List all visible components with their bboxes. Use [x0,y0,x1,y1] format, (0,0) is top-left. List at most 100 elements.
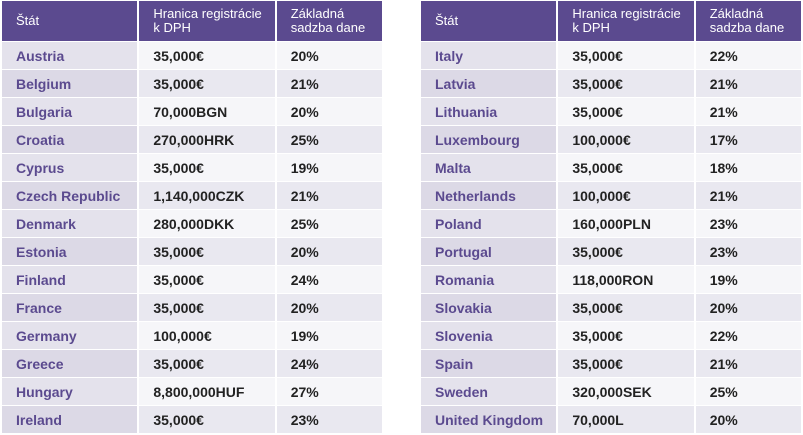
table-row: Greece 35,000€ 24% [2,350,382,377]
country: Latvia [421,70,557,97]
country: Romania [421,266,557,293]
threshold: 35,000€ [139,154,275,181]
header-row: Štát Hranica registrácie k DPH Základná sa… [421,1,801,41]
table-row: Czech Republic 1,140,000CZK 21% [2,182,382,209]
header-row: Štát Hranica registrácie k DPH Základná sa… [2,1,382,41]
table-row: United Kingdom 70,000L 20% [421,406,801,433]
table-row: Finland 35,000€ 24% [2,266,382,293]
table-row: Portugal 35,000€ 23% [421,238,801,265]
threshold: 270,000HRK [139,126,275,153]
threshold: 118,000RON [558,266,694,293]
vat-rate: 19% [276,154,382,181]
vat-rate: 20% [695,406,801,433]
vat-rate: 20% [695,294,801,321]
vat-rate: 27% [276,378,382,405]
threshold: 35,000€ [558,154,694,181]
vat-rate: 25% [276,210,382,237]
table-body: Italy 35,000€ 22% Latvia 35,000€ 21% Lithuania… [421,42,801,433]
table-row: Luxembourg 100,000€ 17% [421,126,801,153]
vat-rate: 23% [695,238,801,265]
threshold: 1,140,000CZK [139,182,275,209]
threshold: 35,000€ [139,266,275,293]
table-row: Germany 100,000€ 19% [2,322,382,349]
country: Austria [2,42,138,69]
country: Finland [2,266,138,293]
country: Cyprus [2,154,138,181]
vat-rate: 19% [276,322,382,349]
country: Bulgaria [2,98,138,125]
country: Netherlands [421,182,557,209]
country: Croatia [2,126,138,153]
vat-rate: 22% [695,42,801,69]
vat-rate: 20% [276,42,382,69]
table-row: Italy 35,000€ 22% [421,42,801,69]
table-row: Latvia 35,000€ 21% [421,70,801,97]
table-row: Lithuania 35,000€ 21% [421,98,801,125]
country: Luxembourg [421,126,557,153]
country: France [2,294,138,321]
threshold: 160,000PLN [558,210,694,237]
column-header: Štát [2,1,138,41]
vat-rate: 25% [695,378,801,405]
vat-rate: 23% [695,210,801,237]
threshold: 35,000€ [558,294,694,321]
column-header: Základná sadzba dane [276,1,382,41]
country: United Kingdom [421,406,557,433]
threshold: 35,000€ [139,70,275,97]
table-row: Spain 35,000€ 21% [421,350,801,377]
table-row: Denmark 280,000DKK 25% [2,210,382,237]
threshold: 35,000€ [139,294,275,321]
table-row: Netherlands 100,000€ 21% [421,182,801,209]
threshold: 35,000€ [558,42,694,69]
country: Slovakia [421,294,557,321]
threshold: 70,000L [558,406,694,433]
column-header: Štát [421,1,557,41]
threshold: 35,000€ [558,322,694,349]
vat-rate: 18% [695,154,801,181]
threshold: 8,800,000HUF [139,378,275,405]
threshold: 35,000€ [139,42,275,69]
table-body: Austria 35,000€ 20% Belgium 35,000€ 21% Bulgar… [2,42,382,433]
country: Belgium [2,70,138,97]
vat-rate: 21% [276,70,382,97]
threshold: 35,000€ [139,238,275,265]
column-header: Hranica registrácie k DPH [558,1,694,41]
threshold: 320,000SEK [558,378,694,405]
country: Greece [2,350,138,377]
country: Germany [2,322,138,349]
table-row: Bulgaria 70,000BGN 20% [2,98,382,125]
column-header: Hranica registrácie k DPH [139,1,275,41]
vat-rate: 20% [276,98,382,125]
threshold: 35,000€ [139,406,275,433]
vat-table: Štát Hranica registrácie k DPH Základná sa… [419,0,803,434]
country: Portugal [421,238,557,265]
vat-table: Štát Hranica registrácie k DPH Základná sa… [0,0,384,434]
table-row: Romania 118,000RON 19% [421,266,801,293]
vat-rate: 21% [695,350,801,377]
table-head: Štát Hranica registrácie k DPH Základná sa… [2,1,382,41]
table-row: Belgium 35,000€ 21% [2,70,382,97]
country: Ireland [2,406,138,433]
vat-rate: 19% [695,266,801,293]
vat-rate: 21% [695,70,801,97]
threshold: 100,000€ [139,322,275,349]
country: Sweden [421,378,557,405]
column-header: Základná sadzba dane [695,1,801,41]
table-row: Poland 160,000PLN 23% [421,210,801,237]
country: Denmark [2,210,138,237]
vat-rate: 23% [276,406,382,433]
vat-rate: 21% [695,98,801,125]
table-row: Slovakia 35,000€ 20% [421,294,801,321]
threshold: 35,000€ [139,350,275,377]
table-head: Štát Hranica registrácie k DPH Základná sa… [421,1,801,41]
table-row: France 35,000€ 20% [2,294,382,321]
vat-rate: 21% [695,182,801,209]
threshold: 70,000BGN [139,98,275,125]
threshold: 100,000€ [558,182,694,209]
threshold: 100,000€ [558,126,694,153]
vat-rate: 24% [276,350,382,377]
threshold: 35,000€ [558,98,694,125]
table-row: Estonia 35,000€ 20% [2,238,382,265]
vat-rate: 25% [276,126,382,153]
